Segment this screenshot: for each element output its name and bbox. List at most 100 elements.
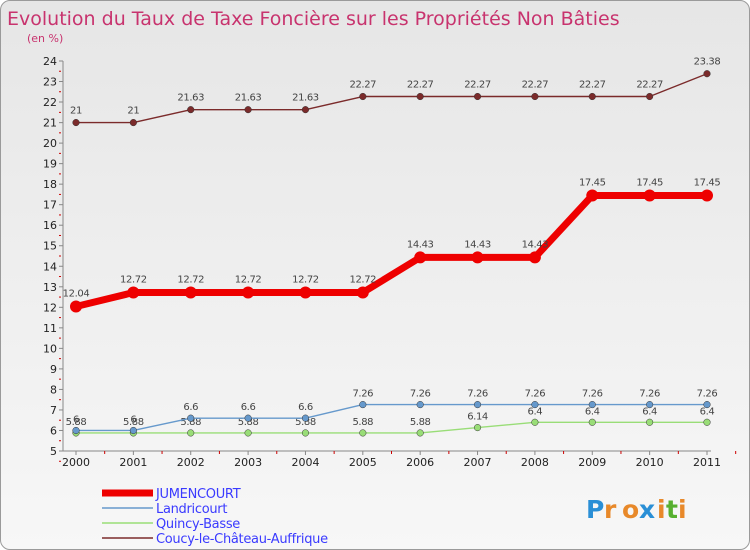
data-label-landricourt: 6 bbox=[73, 414, 79, 425]
x-tick-label: 2007 bbox=[464, 456, 492, 469]
data-point-landricourt bbox=[359, 401, 367, 409]
series-line-landricourt bbox=[75, 403, 708, 432]
data-label-jumencourt: 14.43 bbox=[522, 239, 549, 250]
series-layer: 21 21 21.63 21.63 21.63 22.27 22.27 22.27 22.27 2… bbox=[63, 57, 721, 437]
data-label-landricourt: 7.26 bbox=[410, 389, 431, 400]
data-point-coucy-le-ch-teau-auffrique bbox=[359, 92, 367, 101]
data-label-jumencourt: 12.72 bbox=[120, 275, 147, 286]
series-quincy-basse: 5.88 5.88 5.88 5.88 5.88 5.88 5.88 6.14 6.4 6.4 6.… bbox=[66, 406, 715, 437]
logo-letter: x bbox=[639, 495, 655, 524]
series-landricourt: 6 6 6.6 6.6 6.6 7.26 7.26 7.26 7.26 7.26 7.26 7.26 bbox=[72, 389, 718, 435]
legend: JUMENCOURTLandricourtQuincy-BasseCoucy-l… bbox=[102, 487, 328, 547]
data-label-jumencourt: 17.45 bbox=[694, 177, 721, 188]
x-tick-label: 2003 bbox=[234, 456, 262, 469]
chart-subtitle: (en %) bbox=[27, 32, 63, 45]
y-tick-label: 24 bbox=[43, 55, 57, 68]
legend-label-quincy-basse: Quincy-Basse bbox=[156, 517, 240, 532]
y-tick-label: 9 bbox=[50, 363, 57, 376]
data-point-landricourt bbox=[646, 401, 654, 409]
data-point-landricourt bbox=[244, 414, 252, 422]
y-tick-label: 21 bbox=[43, 117, 57, 130]
data-label-quincy-basse: 6.4 bbox=[585, 406, 600, 417]
logo-letter: r bbox=[604, 495, 617, 524]
y-tick-label: 7 bbox=[50, 404, 57, 417]
y-tick-label: 13 bbox=[43, 281, 57, 294]
data-label-coucy-le-ch-teau-auffrique: 21 bbox=[70, 106, 82, 117]
axes: 5 6 7 8 9 10 11 12 13 14 15 16 17 18 19 20 21 22 23 24 2000 2… bbox=[43, 55, 737, 469]
data-point-coucy-le-ch-teau-auffrique bbox=[301, 106, 310, 114]
x-tick-label: 2006 bbox=[406, 456, 434, 469]
data-label-landricourt: 7.26 bbox=[697, 389, 718, 400]
data-label-jumencourt: 17.45 bbox=[579, 177, 606, 188]
data-point-quincy-basse bbox=[359, 429, 367, 437]
x-tick-label: 2009 bbox=[578, 456, 606, 469]
data-label-quincy-basse: 5.88 bbox=[238, 417, 259, 428]
data-point-jumencourt bbox=[356, 286, 369, 299]
data-label-landricourt: 7.26 bbox=[639, 389, 660, 400]
data-label-quincy-basse: 5.88 bbox=[352, 417, 373, 428]
data-point-quincy-basse bbox=[416, 429, 424, 437]
data-label-landricourt: 6.6 bbox=[298, 402, 313, 413]
data-point-jumencourt bbox=[643, 189, 656, 202]
data-point-landricourt bbox=[301, 414, 310, 422]
y-tick-label: 14 bbox=[43, 260, 57, 273]
series-line-coucy-le-ch-teau-auffrique bbox=[75, 73, 708, 124]
data-label-jumencourt: 17.45 bbox=[636, 177, 663, 188]
y-tick-label: 17 bbox=[43, 199, 57, 212]
data-label-quincy-basse: 6.4 bbox=[700, 406, 715, 417]
x-tick-label: 2005 bbox=[349, 456, 377, 469]
y-tick-label: 8 bbox=[50, 383, 57, 396]
y-tick-label: 19 bbox=[43, 158, 57, 171]
y-tick-label: 20 bbox=[43, 137, 57, 150]
data-label-jumencourt: 12.72 bbox=[349, 275, 376, 286]
data-point-jumencourt bbox=[299, 286, 312, 299]
data-label-quincy-basse: 5.88 bbox=[180, 417, 201, 428]
data-label-coucy-le-ch-teau-auffrique: 21.63 bbox=[292, 93, 319, 104]
data-point-landricourt bbox=[129, 426, 137, 435]
data-point-quincy-basse bbox=[187, 429, 195, 437]
data-label-coucy-le-ch-teau-auffrique: 21.63 bbox=[177, 93, 204, 104]
x-tick-label: 2008 bbox=[521, 456, 549, 469]
data-point-coucy-le-ch-teau-auffrique bbox=[244, 106, 252, 114]
data-point-jumencourt bbox=[184, 286, 197, 299]
data-point-landricourt bbox=[588, 401, 596, 409]
data-label-jumencourt: 12.72 bbox=[235, 275, 262, 286]
data-label-jumencourt: 12.72 bbox=[292, 275, 319, 286]
data-label-quincy-basse: 6.4 bbox=[528, 406, 543, 417]
data-label-coucy-le-ch-teau-auffrique: 22.27 bbox=[522, 80, 549, 91]
logo-letter: i bbox=[678, 495, 687, 524]
y-tick-label: 18 bbox=[43, 178, 57, 191]
data-label-coucy-le-ch-teau-auffrique: 22.27 bbox=[636, 80, 663, 91]
data-label-jumencourt: 14.43 bbox=[407, 239, 434, 250]
data-point-coucy-le-ch-teau-auffrique bbox=[72, 119, 80, 127]
data-point-jumencourt bbox=[701, 189, 713, 202]
series-jumencourt: 12.04 12.72 12.72 12.72 12.72 12.72 14.43 14.43… bbox=[63, 177, 721, 313]
legend-label-jumencourt: JUMENCOURT bbox=[155, 487, 241, 502]
series-line-quincy-basse bbox=[75, 421, 708, 434]
data-label-landricourt: 7.26 bbox=[467, 389, 488, 400]
data-point-coucy-le-ch-teau-auffrique bbox=[473, 92, 482, 101]
data-label-quincy-basse: 5.88 bbox=[66, 417, 87, 428]
y-tick-label: 10 bbox=[43, 342, 57, 355]
data-label-landricourt: 6.6 bbox=[241, 402, 256, 413]
x-tick-label: 2002 bbox=[177, 456, 205, 469]
y-tick-label: 5 bbox=[50, 445, 57, 458]
data-point-landricourt bbox=[187, 414, 195, 422]
data-label-coucy-le-ch-teau-auffrique: 22.27 bbox=[407, 80, 434, 91]
data-point-quincy-basse bbox=[703, 418, 711, 426]
data-label-coucy-le-ch-teau-auffrique: 22.27 bbox=[349, 80, 376, 91]
data-point-landricourt bbox=[72, 426, 80, 435]
data-label-quincy-basse: 5.88 bbox=[123, 417, 144, 428]
data-point-jumencourt bbox=[586, 189, 599, 202]
data-point-coucy-le-ch-teau-auffrique bbox=[187, 106, 195, 114]
data-point-quincy-basse bbox=[531, 418, 539, 426]
data-point-coucy-le-ch-teau-auffrique bbox=[703, 70, 711, 78]
data-label-quincy-basse: 5.88 bbox=[295, 417, 316, 428]
logo-letter: P bbox=[586, 495, 604, 524]
data-point-landricourt bbox=[416, 401, 424, 409]
data-label-quincy-basse: 5.88 bbox=[410, 417, 431, 428]
data-label-jumencourt: 12.04 bbox=[63, 288, 90, 299]
x-tick-label: 2001 bbox=[119, 456, 147, 469]
